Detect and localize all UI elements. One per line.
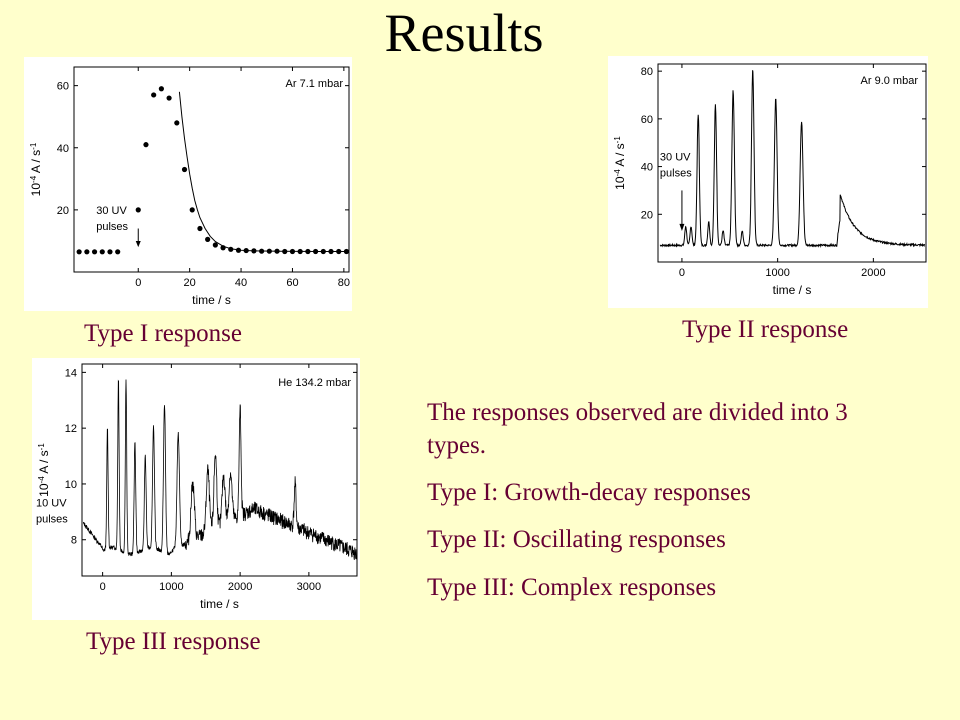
- pulse-arrow-head: [135, 240, 141, 248]
- x-tick-label: 80: [338, 277, 350, 289]
- type3-chart: 0 1000 2000 3000 8 10 12 14 time / s 10-4 A / s-1…: [36, 363, 358, 611]
- type1-chart: 0 20 40 60 80 20 40 60 time / s 10-4 A / s-1 Ar 7.…: [29, 66, 350, 307]
- type3-caption: Type III response: [86, 628, 261, 655]
- data-point: [189, 207, 195, 213]
- pulse-label: pulses: [36, 513, 68, 525]
- data-point: [91, 249, 98, 255]
- plot-frame: [657, 63, 927, 263]
- y-tick-label: 40: [641, 162, 653, 174]
- type3-chart-panel: 0 1000 2000 3000 8 10 12 14 time / s 10-4 A / s-1…: [32, 358, 360, 620]
- data-point: [289, 248, 296, 255]
- data-point: [151, 92, 157, 98]
- summary-intro: The responses observed are divided into …: [427, 399, 848, 459]
- x-tick-label: 0: [100, 581, 106, 593]
- signal-trace: [659, 70, 926, 249]
- y-tick-label: 20: [641, 209, 653, 221]
- data-point: [212, 242, 218, 248]
- data-point: [282, 248, 288, 255]
- slide-title: Results: [384, 3, 544, 63]
- data-point: [228, 246, 234, 252]
- data-point: [305, 248, 311, 255]
- y-tick-label: 14: [65, 367, 77, 379]
- data-point: [205, 236, 211, 242]
- x-tick-label: 1000: [159, 581, 183, 593]
- data-point: [107, 249, 113, 255]
- data-point: [312, 248, 319, 255]
- data-point: [336, 248, 342, 255]
- x-tick-label: 2000: [228, 581, 252, 593]
- y-tick-label: 10: [65, 479, 77, 491]
- y-tick-label: 40: [57, 143, 69, 155]
- data-point: [115, 249, 121, 255]
- condition-annotation: Ar 7.1 mbar: [286, 78, 344, 90]
- x-axis-label: time / s: [773, 283, 812, 297]
- data-point: [143, 142, 149, 148]
- x-tick-label: 1000: [765, 267, 789, 279]
- x-tick-label: 0: [679, 267, 685, 279]
- x-tick-label: 60: [286, 277, 298, 289]
- data-point: [343, 248, 350, 255]
- pulse-label: 30 UV: [660, 152, 691, 164]
- x-axis-label: time / s: [192, 293, 231, 307]
- data-point: [297, 248, 303, 255]
- x-axis-label: time / s: [200, 597, 239, 611]
- data-point: [181, 166, 188, 173]
- data-point: [174, 120, 180, 126]
- y-tick-label: 80: [641, 66, 653, 78]
- data-point: [266, 248, 272, 254]
- data-point: [220, 245, 226, 251]
- data-point: [135, 207, 141, 213]
- data-point: [76, 249, 82, 255]
- y-axis-label: 10-4 A / s-1: [613, 136, 628, 190]
- x-tick-label: 20: [184, 277, 196, 289]
- pulse-label: 30 UV: [96, 205, 127, 217]
- type1-chart-panel: 0 20 40 60 80 20 40 60 time / s 10-4 A / s-1 Ar 7.…: [24, 57, 352, 311]
- pulse-label: pulses: [660, 168, 692, 180]
- fit-curve: [178, 91, 349, 252]
- x-tick-label: 3000: [297, 581, 321, 593]
- summary-type3: Type III: Complex responses: [427, 574, 717, 601]
- data-point: [320, 248, 326, 255]
- y-tick-label: 20: [57, 205, 69, 217]
- y-tick-label: 12: [65, 423, 77, 435]
- data-point: [251, 248, 257, 254]
- data-point: [84, 249, 90, 255]
- data-point: [328, 248, 334, 255]
- type2-caption: Type II response: [682, 316, 849, 343]
- type2-chart-panel: 0 1000 2000 20 40 60 80 time / s 10-4 A / s-1 Ar …: [608, 56, 928, 308]
- y-tick-label: 8: [71, 535, 77, 547]
- plot-frame: [81, 363, 358, 577]
- x-tick-label: 2000: [861, 267, 885, 279]
- summary-type2: Type II: Oscillating responses: [427, 526, 726, 553]
- data-point: [243, 247, 249, 254]
- condition-annotation: He 134.2 mbar: [278, 377, 351, 389]
- type2-chart: 0 1000 2000 20 40 60 80 time / s 10-4 A / s-1 Ar …: [613, 63, 927, 297]
- type1-caption: Type I response: [84, 320, 242, 347]
- data-point: [166, 95, 172, 101]
- summary-type1: Type I: Growth-decay responses: [427, 479, 751, 506]
- y-axis-label: 10-4 A / s-1: [29, 142, 44, 196]
- condition-annotation: Ar 9.0 mbar: [861, 75, 919, 87]
- pulse-label: pulses: [96, 221, 128, 233]
- plot-frame: [73, 66, 350, 273]
- pulse-label: 10 UV: [36, 497, 67, 509]
- data-point: [99, 249, 105, 255]
- data-point: [259, 248, 265, 254]
- data-point: [235, 247, 242, 253]
- x-tick-label: 40: [235, 277, 247, 289]
- data-point: [274, 248, 280, 254]
- data-point: [197, 225, 203, 232]
- signal-trace: [83, 379, 357, 560]
- x-tick-label: 0: [135, 277, 141, 289]
- y-axis-label: 10-4 A / s-1: [37, 443, 52, 497]
- data-point: [158, 86, 164, 92]
- pulse-arrow-head: [679, 223, 685, 231]
- y-tick-label: 60: [57, 81, 69, 93]
- y-tick-label: 60: [641, 114, 653, 126]
